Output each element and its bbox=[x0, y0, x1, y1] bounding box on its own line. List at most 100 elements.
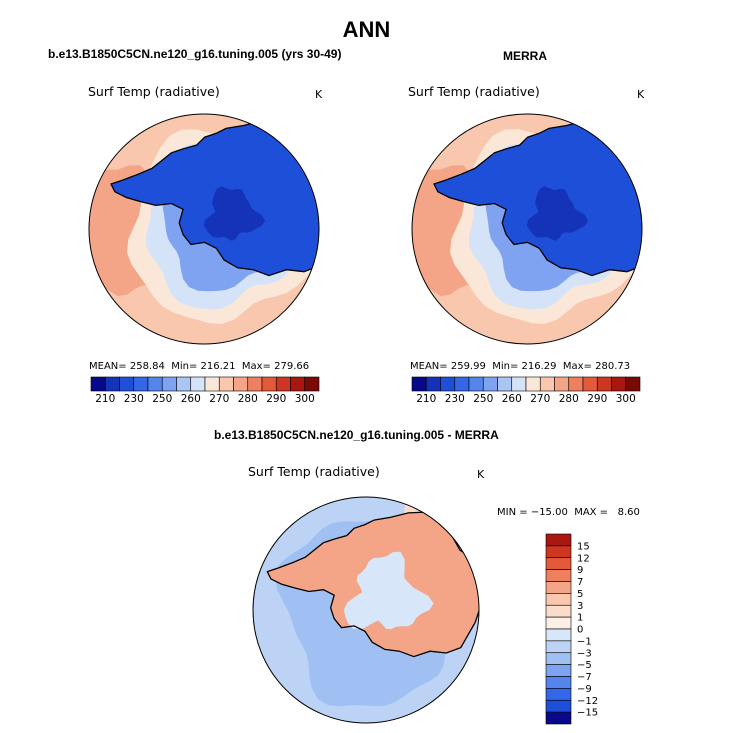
colorbar-3-tick-label: −1 bbox=[577, 636, 592, 647]
colorbar-1-tick-label: 280 bbox=[238, 393, 258, 405]
colorbar-3-box-4 bbox=[545, 581, 572, 594]
panel-1-field-label: Surf Temp (radiative) bbox=[88, 84, 220, 99]
colorbar-1-box-0 bbox=[90, 376, 106, 392]
panel-2-header: MERRA bbox=[503, 49, 547, 63]
colorbar-1-box-6 bbox=[176, 376, 192, 392]
colorbar-2-box-9 bbox=[539, 376, 555, 392]
colorbar-3-box-11 bbox=[545, 664, 572, 677]
panel-1-max: 279.66 bbox=[274, 361, 310, 372]
colorbar-3-tick-label: −9 bbox=[577, 684, 592, 695]
colorbar-2-box-14 bbox=[611, 376, 627, 392]
panel-2-min: 216.29 bbox=[521, 361, 557, 372]
panel-2-mean: 259.99 bbox=[450, 361, 486, 372]
colorbar-2-tick-label: 230 bbox=[445, 393, 465, 405]
colorbar-3-tick-label: −15 bbox=[577, 708, 598, 719]
colorbar-3-box-15 bbox=[545, 711, 572, 725]
colorbar-3-tick-label: −5 bbox=[577, 660, 592, 671]
colorbar-3-tick-label: 1 bbox=[577, 613, 583, 624]
colorbar-2-box-13 bbox=[596, 376, 612, 392]
panel-3-max: 8.60 bbox=[617, 507, 640, 518]
colorbar-2-tick-label: 280 bbox=[559, 393, 579, 405]
panel-1-mean-label: MEAN= bbox=[89, 361, 127, 372]
colorbar-1-box-2 bbox=[119, 376, 135, 392]
panel-2-field-label: Surf Temp (radiative) bbox=[408, 84, 540, 99]
map-2-field bbox=[412, 114, 642, 344]
colorbar-1-tick-label: 230 bbox=[124, 393, 144, 405]
colorbar-3-box-10 bbox=[545, 652, 572, 665]
map-3-interior bbox=[343, 551, 434, 630]
colorbar-2-tick-label: 210 bbox=[416, 393, 436, 405]
colorbar-2-box-12 bbox=[582, 376, 598, 392]
panel-2-stats: MEAN= 259.99 Min= 216.29 Max= 280.73 bbox=[410, 361, 630, 372]
map-2-boundary bbox=[411, 113, 643, 345]
colorbar-3-tick-label: 7 bbox=[577, 577, 583, 588]
colorbar-1-tick-label: 250 bbox=[152, 393, 172, 405]
colorbar-1-box-15 bbox=[304, 376, 320, 392]
map-1-field bbox=[89, 114, 319, 344]
panel-2-min-label: Min= bbox=[492, 361, 519, 372]
colorbar-1-tick-label: 290 bbox=[266, 393, 286, 405]
colorbar-2-box-6 bbox=[497, 376, 513, 392]
colorbar-1-box-9 bbox=[218, 376, 234, 392]
figure-title: ANN bbox=[342, 17, 391, 42]
colorbar-1-box-14 bbox=[290, 376, 306, 392]
colorbar-1-tick-label: 270 bbox=[209, 393, 229, 405]
colorbar-2-box-1 bbox=[425, 376, 441, 392]
panel-1-mean: 258.84 bbox=[129, 361, 165, 372]
colorbar-2-box-15 bbox=[625, 376, 641, 392]
colorbar-3-box-12 bbox=[545, 676, 572, 689]
colorbar-1-box-7 bbox=[190, 376, 206, 392]
colorbar-3-box-2 bbox=[545, 557, 572, 570]
panel-3-stats: MIN = −15.00 MAX = 8.60 bbox=[497, 507, 640, 518]
colorbar-1-box-10 bbox=[233, 376, 249, 392]
colorbar-3-box-9 bbox=[545, 640, 572, 654]
colorbar-3-box-3 bbox=[545, 569, 572, 582]
colorbar-2-box-7 bbox=[511, 376, 527, 392]
panel-2-max: 280.73 bbox=[595, 361, 631, 372]
colorbar-3-tick-label: −3 bbox=[577, 648, 592, 659]
map-1-coastline bbox=[110, 118, 319, 277]
colorbar-2-box-11 bbox=[568, 376, 584, 392]
colorbar-1-box-11 bbox=[247, 376, 263, 392]
map-1-plateau bbox=[203, 186, 266, 241]
colorbar-1-box-4 bbox=[147, 376, 163, 392]
colorbar-2-box-4 bbox=[468, 376, 484, 392]
map-2-coastline bbox=[433, 118, 642, 277]
colorbar-3-box-5 bbox=[545, 593, 572, 606]
colorbar-2-box-5 bbox=[482, 376, 498, 392]
panel-1-units: K bbox=[315, 88, 323, 101]
panel-1-min: 216.21 bbox=[200, 361, 236, 372]
colorbar-3-tick-label: 0 bbox=[577, 625, 583, 636]
colorbar-2-tick-label: 300 bbox=[616, 393, 636, 405]
map-3-boundary bbox=[252, 496, 480, 724]
colorbar-2-box-3 bbox=[454, 376, 470, 392]
colorbar-3-box-1 bbox=[545, 545, 572, 559]
colorbar-3-tick-label: −12 bbox=[577, 696, 598, 707]
colorbar-3-tick-label: 3 bbox=[577, 601, 583, 612]
map-3-field bbox=[253, 497, 479, 723]
colorbar-2-box-8 bbox=[525, 376, 541, 392]
colorbar-1-box-8 bbox=[204, 376, 220, 392]
colorbar-3-box-14 bbox=[545, 699, 572, 713]
colorbar-3-tick-label: 12 bbox=[577, 553, 590, 564]
map-1-boundary bbox=[88, 113, 320, 345]
colorbar-2-tick-label: 290 bbox=[587, 393, 607, 405]
colorbar-3-box-6 bbox=[545, 604, 572, 618]
colorbar-1-box-12 bbox=[261, 376, 277, 392]
colorbar-3-tick-label: −7 bbox=[577, 672, 592, 683]
colorbar-1-tick-label: 260 bbox=[181, 393, 201, 405]
colorbar-3-tick-label: 9 bbox=[577, 565, 583, 576]
colorbar-2-tick-label: 270 bbox=[530, 393, 550, 405]
colorbar-2-box-0 bbox=[411, 376, 427, 392]
colorbar-3-box-7 bbox=[545, 616, 572, 630]
colorbar-3-box-8 bbox=[545, 628, 572, 642]
colorbar-2-tick-label: 260 bbox=[502, 393, 522, 405]
panel-3-max-label: MAX = bbox=[574, 507, 609, 518]
map-2-plateau bbox=[526, 186, 589, 241]
colorbar-3-box-0 bbox=[545, 533, 572, 547]
panel-1-stats: MEAN= 258.84 Min= 216.21 Max= 279.66 bbox=[89, 361, 309, 372]
panel-3-min-label: MIN = bbox=[497, 507, 528, 518]
panel-2-max-label: Max= bbox=[562, 361, 592, 372]
